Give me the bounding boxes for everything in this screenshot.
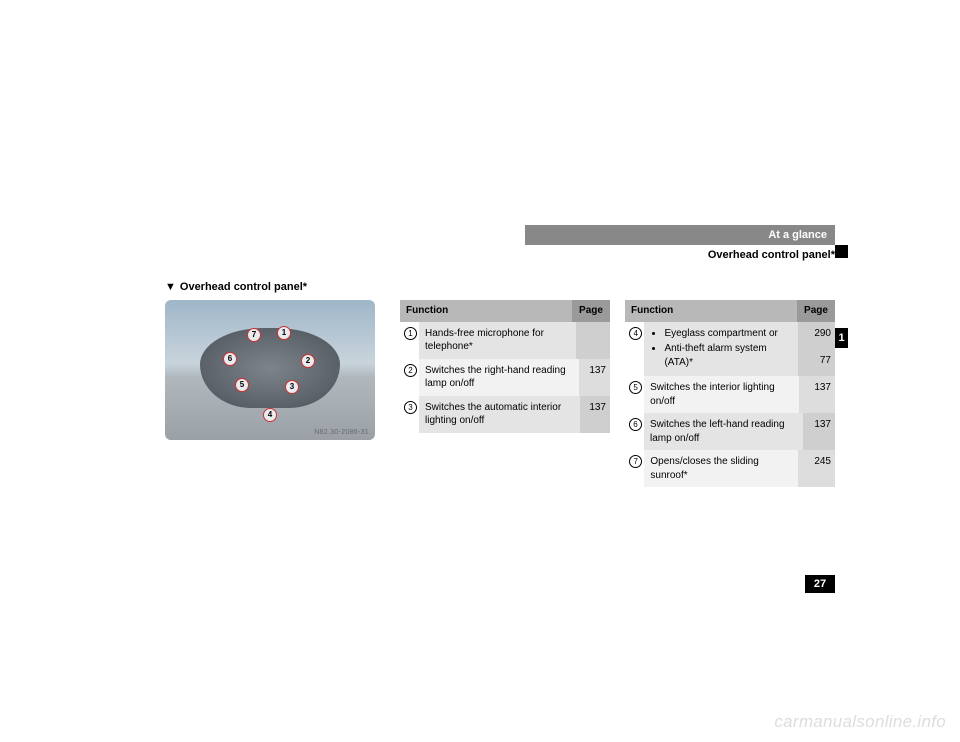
row-bullet-list: Eyeglass compartment or Anti-theft alarm…	[650, 327, 792, 370]
table-row: 7 Opens/closes the sliding sunroof* 245	[625, 450, 835, 487]
row-num: 7	[625, 450, 644, 487]
section-title: ▼ Overhead control panel*	[165, 281, 307, 293]
row-page: 137	[580, 396, 610, 433]
photo-callout-3: 3	[285, 380, 299, 394]
section-marker-icon: ▼	[165, 281, 176, 293]
function-table-right: Function Page 4 Eyeglass compartment or …	[625, 300, 835, 487]
row-page: 137	[803, 413, 835, 450]
row-page-value: 290	[802, 327, 831, 341]
num-circle-icon: 5	[629, 381, 642, 394]
row-page: 290 77	[798, 322, 835, 377]
row-page: 137	[579, 359, 610, 396]
section-title-text: Overhead control panel*	[180, 281, 307, 293]
photo-callout-4: 4	[263, 408, 277, 422]
row-num: 6	[625, 413, 644, 450]
photo-callout-6: 6	[223, 352, 237, 366]
watermark: carmanualsonline.info	[774, 712, 946, 732]
header-section-label: At a glance	[768, 229, 827, 241]
page-number: 27	[805, 575, 835, 593]
table-header: Function Page	[400, 300, 610, 322]
function-table-left: Function Page 1 Hands-free microphone fo…	[400, 300, 610, 433]
th-function: Function	[400, 300, 572, 322]
row-function: Switches the interior lighting on/off	[644, 376, 799, 413]
table-row: 3 Switches the automatic interior lighti…	[400, 396, 610, 433]
header-marker-square	[835, 245, 848, 258]
row-function: Switches the automatic interior lighting…	[419, 396, 580, 433]
row-bullet: Anti-theft alarm system (ATA)*	[664, 342, 792, 369]
num-circle-icon: 3	[404, 401, 417, 414]
photo-callout-5: 5	[235, 378, 249, 392]
table-row: 6 Switches the left-hand reading lamp on…	[625, 413, 835, 450]
header-subtitle: Overhead control panel*	[708, 249, 835, 261]
row-num: 2	[400, 359, 419, 396]
num-circle-icon: 1	[404, 327, 417, 340]
row-page-value: 77	[802, 354, 831, 368]
row-page: 137	[799, 376, 835, 413]
photo-panel-shape	[200, 328, 340, 408]
row-num: 1	[400, 322, 419, 359]
header-bar: At a glance	[525, 225, 835, 245]
table-header: Function Page	[625, 300, 835, 322]
side-tab: 1	[835, 328, 848, 348]
row-function: Hands-free microphone for telephone*	[419, 322, 576, 359]
table-row: 2 Switches the right-hand reading lamp o…	[400, 359, 610, 396]
photo-code: N82.30-2086-31	[314, 429, 369, 436]
th-page: Page	[797, 300, 835, 322]
table-row: 5 Switches the interior lighting on/off …	[625, 376, 835, 413]
overhead-panel-photo: 1 2 3 4 5 6 7 N82.30-2086-31	[165, 300, 375, 440]
th-function: Function	[625, 300, 797, 322]
row-function: Switches the left-hand reading lamp on/o…	[644, 413, 803, 450]
row-num: 4	[625, 322, 644, 377]
table-row: 1 Hands-free microphone for telephone*	[400, 322, 610, 359]
row-function: Opens/closes the sliding sunroof*	[644, 450, 798, 487]
th-page: Page	[572, 300, 610, 322]
row-bullet: Eyeglass compartment or	[664, 327, 792, 341]
row-page: 245	[798, 450, 835, 487]
num-circle-icon: 6	[629, 418, 642, 431]
photo-callout-7: 7	[247, 328, 261, 342]
table-row: 4 Eyeglass compartment or Anti-theft ala…	[625, 322, 835, 377]
photo-callout-2: 2	[301, 354, 315, 368]
num-circle-icon: 2	[404, 364, 417, 377]
num-circle-icon: 7	[629, 455, 642, 468]
row-num: 3	[400, 396, 419, 433]
num-circle-icon: 4	[629, 327, 642, 340]
row-num: 5	[625, 376, 644, 413]
row-function: Switches the right-hand reading lamp on/…	[419, 359, 579, 396]
row-page	[576, 322, 610, 359]
photo-callout-1: 1	[277, 326, 291, 340]
row-function: Eyeglass compartment or Anti-theft alarm…	[644, 322, 798, 377]
